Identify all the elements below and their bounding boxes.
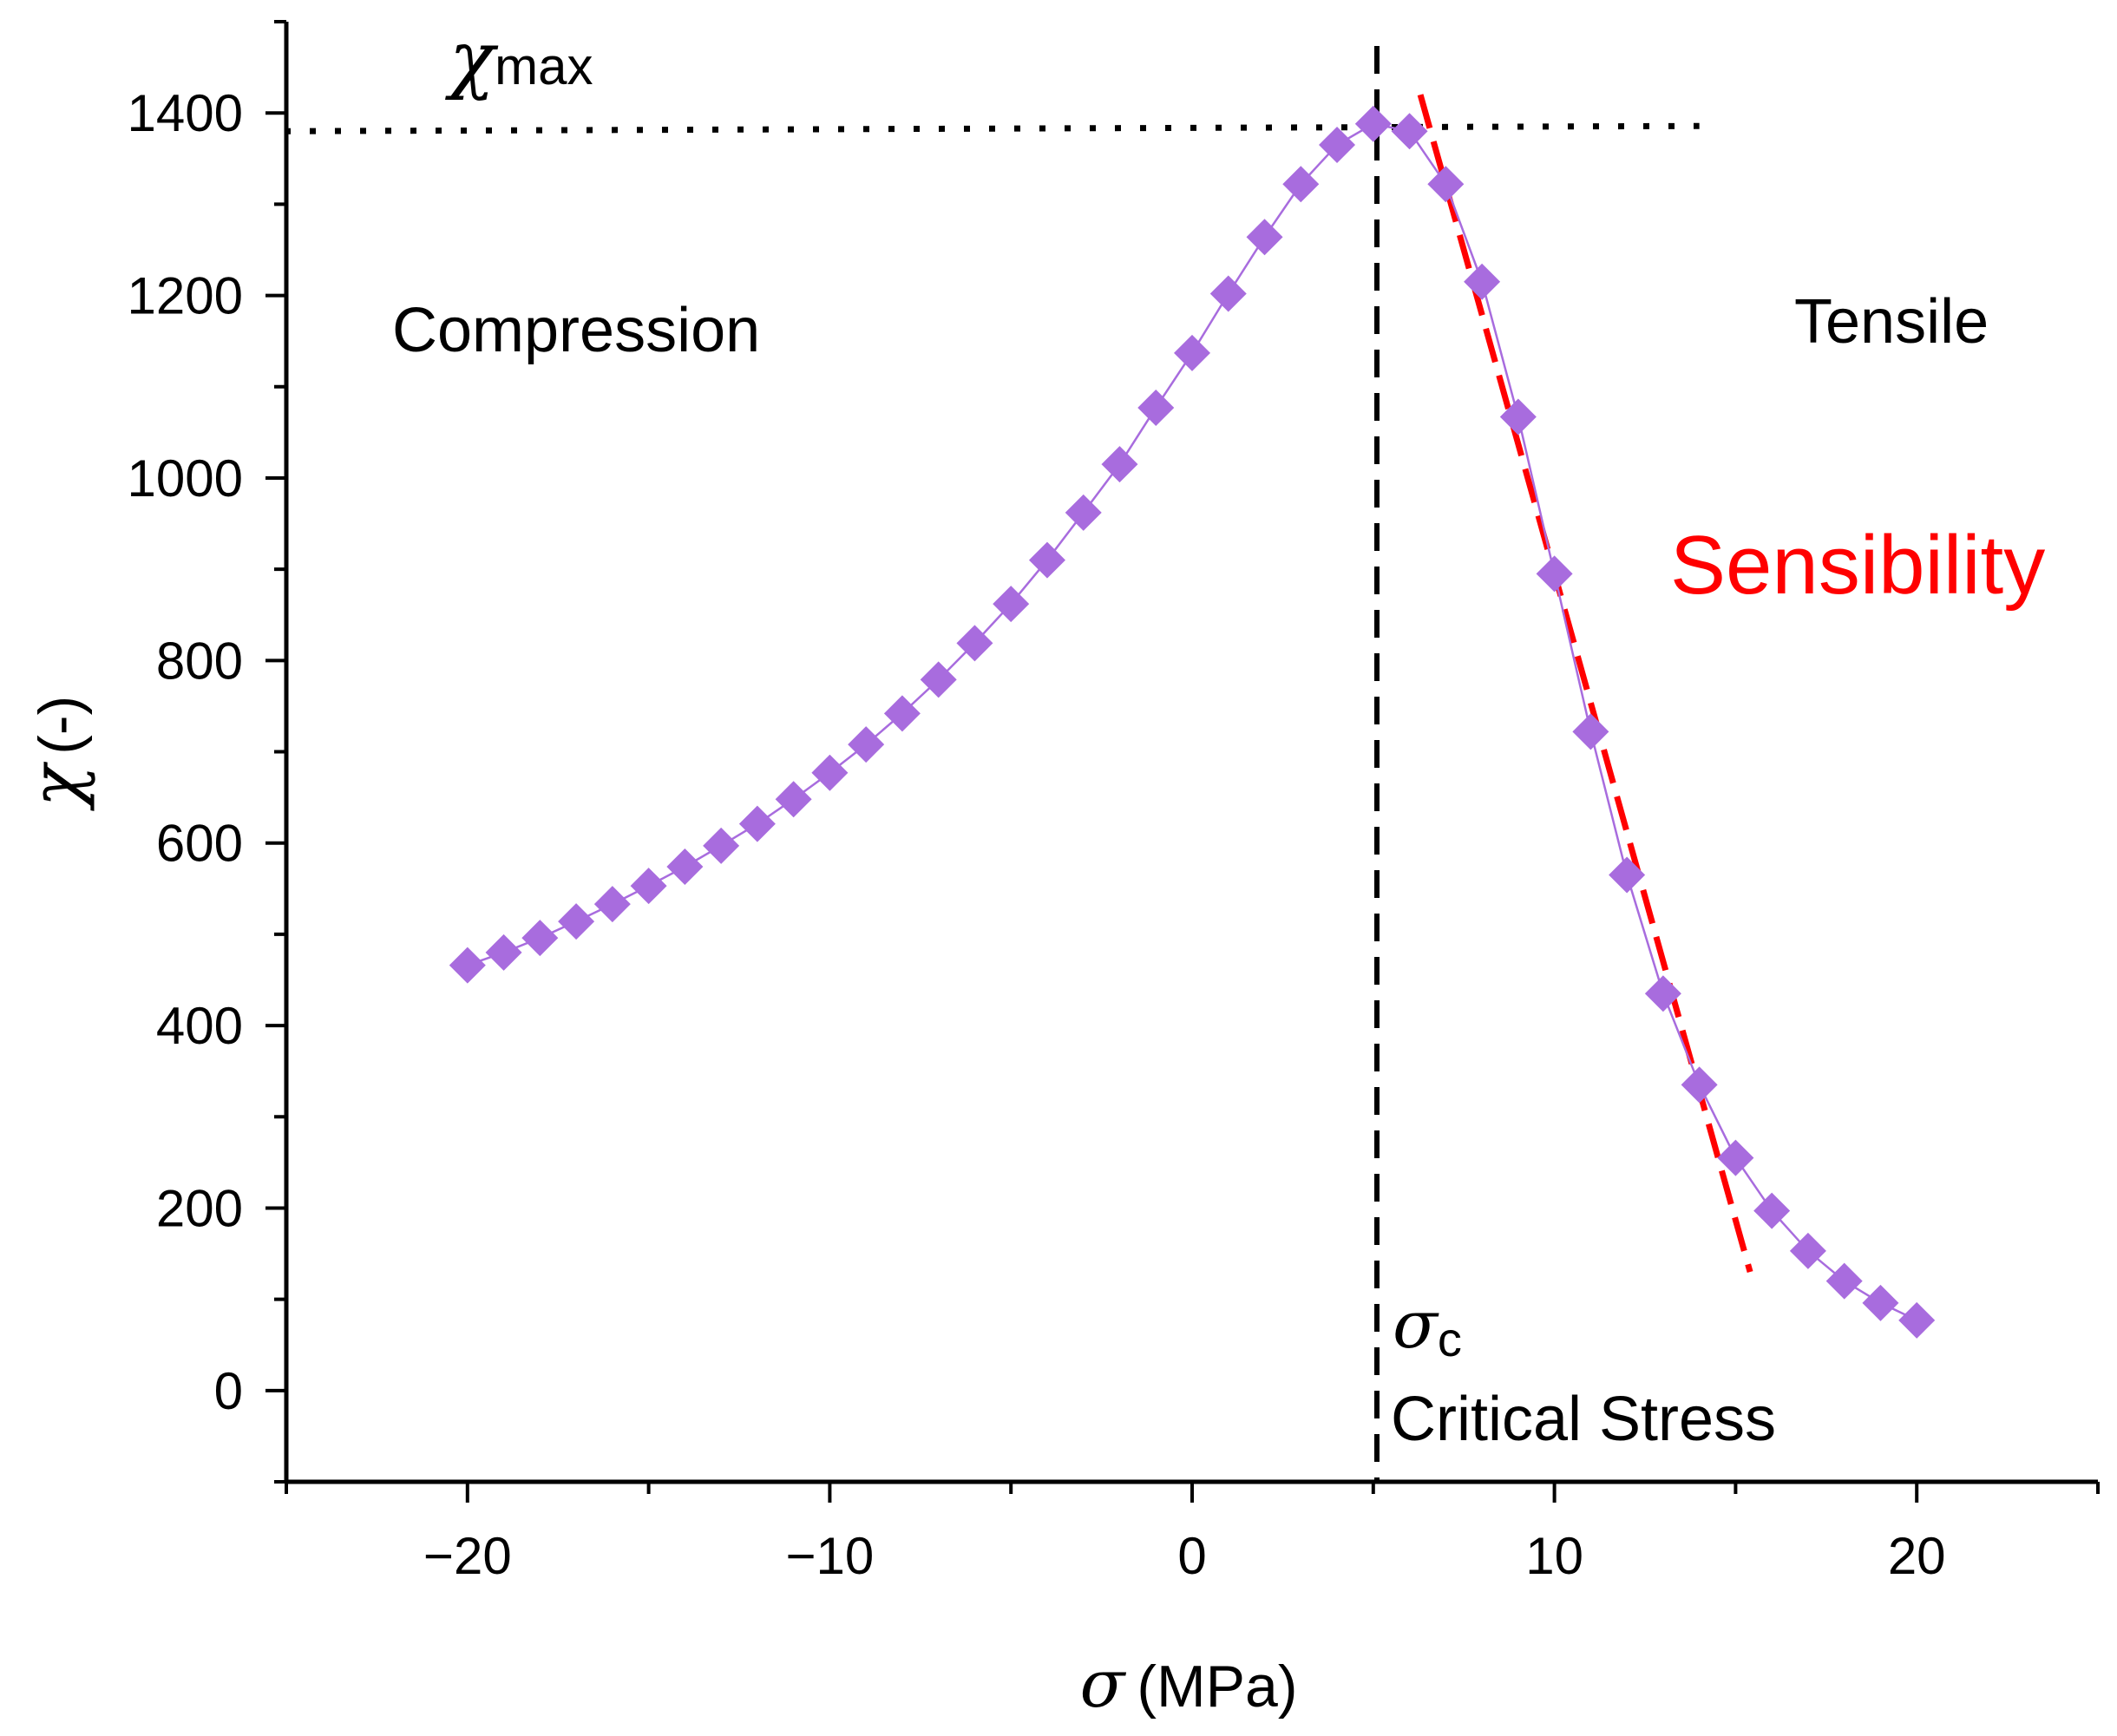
data-point (1753, 1192, 1791, 1229)
data-point (593, 886, 631, 923)
y-tick-label: 600 (156, 815, 243, 873)
data-point (775, 781, 812, 818)
data-point (956, 625, 993, 662)
data-point (1644, 975, 1681, 1012)
data-point (1572, 713, 1609, 750)
data-point (1789, 1232, 1826, 1269)
data-point (485, 934, 522, 971)
data-point (1609, 856, 1646, 894)
data-point (703, 827, 740, 864)
series (449, 105, 1936, 1339)
data-point (1464, 263, 1501, 300)
data-point (1101, 446, 1138, 483)
data-point (1065, 494, 1102, 531)
y-tick-label: 400 (156, 997, 243, 1055)
data-point (993, 586, 1030, 623)
x-tick-label: −10 (786, 1527, 875, 1585)
data-point (1536, 555, 1573, 593)
data-point (883, 695, 921, 732)
chi-max-dotted-line (284, 122, 1700, 134)
data-point (1028, 541, 1065, 579)
tensile-label: Tensile (1794, 287, 1989, 357)
y-tick-label: 800 (156, 632, 243, 690)
data-point (811, 754, 849, 791)
chi-max-label: χmax (445, 16, 593, 102)
data-point (666, 848, 704, 886)
data-point (1825, 1262, 1863, 1300)
data-point (1246, 219, 1283, 256)
x-tick-label: 0 (1177, 1527, 1206, 1585)
data-point (1717, 1139, 1754, 1176)
y-tick-label: 200 (156, 1179, 243, 1237)
data-point (1499, 398, 1537, 436)
data-point (630, 868, 667, 905)
sigma-c-label: σc (1393, 1286, 1462, 1366)
data-point (1391, 113, 1428, 150)
y-tick-label: 0 (214, 1362, 243, 1420)
y-tick-label: 1000 (128, 449, 243, 508)
axes (284, 22, 2098, 1484)
data-point (1681, 1066, 1718, 1104)
data-point (1354, 105, 1392, 142)
data-point (920, 661, 957, 698)
data-point (738, 805, 776, 842)
tick-marks (265, 20, 2100, 1503)
x-tick-label: −20 (423, 1527, 512, 1585)
reference-lines (284, 46, 1753, 1482)
x-tick-label: 10 (1525, 1527, 1583, 1585)
critical-stress-label: Critical Stress (1391, 1385, 1776, 1454)
data-point (1898, 1301, 1936, 1339)
data-point (521, 920, 559, 957)
data-point (1862, 1284, 1899, 1321)
sensibility-label: Sensibility (1670, 519, 2045, 612)
data-point (1209, 275, 1247, 312)
data-point (1137, 389, 1175, 426)
y-tick-label: 1400 (128, 84, 243, 142)
y-tick-label: 1200 (128, 267, 243, 325)
data-point (1319, 127, 1356, 164)
compression-label: Compression (392, 296, 760, 365)
data-point (1282, 166, 1320, 203)
data-point (449, 947, 486, 984)
y-axis-title: χ(-) (16, 696, 96, 811)
data-point (1427, 166, 1465, 203)
x-tick-label: 20 (1888, 1527, 1946, 1585)
data-point (848, 726, 885, 763)
data-point (1174, 334, 1210, 371)
data-point (558, 903, 595, 940)
x-axis-title: σ (MPa) (1080, 1645, 1298, 1722)
